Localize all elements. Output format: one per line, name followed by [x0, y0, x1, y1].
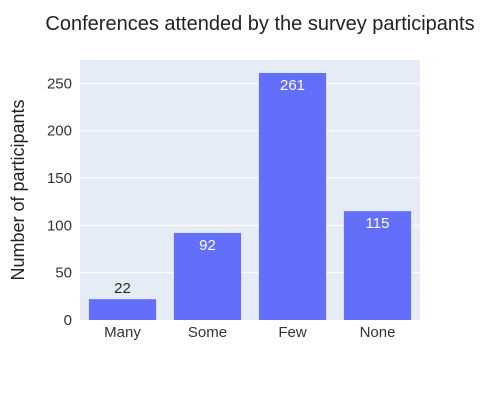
data-label-none: 115: [366, 215, 390, 232]
y-axis-ticks: 0 50 100 150 200 250: [47, 75, 72, 329]
data-label-few: 261: [280, 77, 305, 94]
x-tick-label: Few: [278, 324, 307, 341]
x-tick-label: Some: [188, 324, 227, 341]
y-tick-label: 200: [47, 123, 72, 140]
y-tick-label: 50: [55, 265, 72, 282]
x-tick-label: Many: [104, 324, 141, 341]
data-label-some: 92: [199, 237, 216, 254]
bar-many: [88, 299, 157, 320]
y-axis-label: Number of participants: [8, 99, 28, 280]
x-axis-ticks: Many Some Few None: [104, 324, 395, 341]
y-tick-label: 100: [47, 217, 72, 234]
bars: [88, 72, 412, 320]
y-tick-label: 150: [47, 170, 72, 187]
bar-none: [343, 211, 412, 320]
x-tick-label: None: [360, 324, 396, 341]
chart-title: Conferences attended by the survey parti…: [45, 13, 474, 35]
y-tick-label: 250: [47, 75, 72, 92]
data-label-many: 22: [114, 280, 131, 297]
data-labels: 22 92 261 115: [114, 77, 389, 297]
bar-some: [173, 232, 242, 320]
bar-few: [258, 72, 327, 320]
y-tick-label: 0: [64, 312, 72, 329]
